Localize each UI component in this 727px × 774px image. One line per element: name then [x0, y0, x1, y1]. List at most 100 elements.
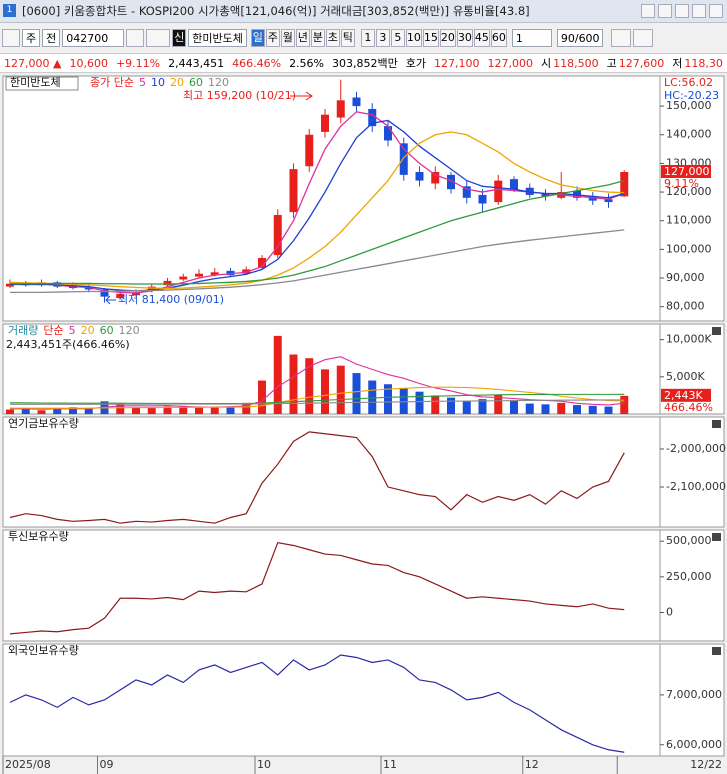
range-select[interactable]: 전 — [42, 29, 61, 47]
toolbar-button[interactable]: 5 — [390, 29, 405, 47]
line — [9, 386, 625, 409]
volume-bar — [84, 408, 93, 414]
candle-body — [305, 134, 314, 167]
y-tick-label: 0 — [666, 605, 673, 618]
unit-select[interactable]: 1 — [511, 29, 552, 47]
toolbar-button[interactable]: 틱 — [340, 29, 355, 47]
candle-body — [510, 179, 518, 190]
bid: 127,000 — [487, 56, 534, 70]
toolbar-button[interactable]: 45 — [473, 29, 490, 47]
tool-button[interactable] — [632, 29, 653, 47]
market-select[interactable]: 주 — [22, 29, 41, 47]
toolbar-button[interactable]: 주 — [265, 29, 280, 47]
window-button[interactable] — [641, 4, 655, 18]
y-tick-label: 10,000K — [666, 333, 712, 346]
y-tick-label: 80,000 — [666, 300, 705, 313]
y-tick-label: 120,000 — [666, 185, 712, 198]
stock-name: 한미반도체 — [188, 29, 247, 47]
volume-bar — [415, 391, 424, 414]
line — [10, 393, 625, 405]
candle-body — [447, 174, 455, 190]
toolbar-button[interactable]: 20 — [439, 29, 456, 47]
rate: +9.11% — [115, 56, 161, 70]
toolbar-button[interactable]: 1 — [360, 29, 375, 47]
tool-button[interactable] — [610, 29, 631, 47]
x-tick-label: 10 — [257, 758, 271, 771]
count-input[interactable]: 90/600 — [556, 29, 603, 47]
toolbar-button[interactable]: 초 — [325, 29, 340, 47]
change-label: 9.11% — [664, 177, 699, 190]
window-button[interactable] — [709, 4, 723, 18]
volume-bar — [21, 408, 30, 414]
volume-bar — [462, 400, 471, 414]
candle-body — [147, 286, 156, 291]
x-tick-label: 12 — [525, 758, 539, 771]
volume-bar — [447, 397, 455, 414]
window-button[interactable] — [675, 4, 689, 18]
close-button — [712, 647, 721, 655]
legend-entry: 120 — [208, 76, 229, 89]
volume-bar — [258, 380, 266, 414]
toolbar-button[interactable]: 60 — [490, 29, 507, 47]
toolbar-button[interactable]: 3 — [375, 29, 390, 47]
line — [9, 119, 625, 292]
volume: 2,443,451 — [168, 56, 225, 70]
candle-body — [6, 283, 14, 287]
title-box — [5, 76, 79, 91]
candle-body — [462, 186, 471, 198]
quote-bar: 127,000 ▲ 10,600 +9.11% 2,443,451 466.46… — [0, 53, 727, 73]
legend-entry: 60 — [100, 324, 114, 337]
volume-bar — [179, 405, 188, 414]
volume-bar — [273, 335, 282, 414]
sound-button[interactable] — [146, 29, 171, 47]
toolbar-button[interactable]: 30 — [456, 29, 473, 47]
ask: 127,100 — [434, 56, 480, 70]
search-button[interactable] — [126, 29, 145, 47]
chart-title: 외국인보유수량 — [8, 644, 79, 657]
high: 127,600 — [618, 56, 665, 70]
axis-panel — [659, 643, 725, 757]
line — [10, 229, 625, 293]
x-tick-label: 2025/08 — [5, 758, 51, 771]
close-button — [712, 420, 721, 428]
window-button[interactable] — [692, 4, 706, 18]
close-button — [712, 327, 721, 335]
candle-body — [415, 171, 424, 181]
price: 127,000 ▲ — [4, 56, 62, 70]
volume-bar — [525, 403, 534, 414]
code-input[interactable]: 042700 — [62, 29, 125, 47]
menu-icon[interactable] — [2, 29, 20, 47]
toolbar-button[interactable]: 월 — [280, 29, 295, 47]
candle-body — [368, 108, 377, 127]
candle-body — [116, 293, 125, 299]
candle-body — [620, 171, 629, 197]
volume-bar — [226, 407, 235, 414]
legend-entry: 5 — [139, 76, 146, 89]
volume-bar — [431, 395, 440, 414]
window-buttons[interactable] — [641, 4, 723, 18]
toolbar-button[interactable]: 15 — [422, 29, 439, 47]
panel — [2, 416, 661, 528]
low: 118,30 — [684, 56, 723, 70]
volume-bar — [210, 406, 219, 414]
annotation: 최저 81,400 (09/01) — [118, 293, 224, 306]
y-tick-label: 90,000 — [666, 271, 705, 284]
legend-entry: 20 — [81, 324, 95, 337]
toolbar-button[interactable]: 년 — [295, 29, 310, 47]
legend-entry: 20 — [170, 76, 184, 89]
toolbar-button[interactable]: 10 — [405, 29, 422, 47]
window-button[interactable] — [658, 4, 672, 18]
toolbar-button[interactable]: 일 — [250, 29, 265, 47]
volume-bar — [604, 406, 613, 414]
last-value: 127,000 — [664, 165, 710, 178]
legend-entry: 120 — [119, 324, 140, 337]
line — [9, 654, 625, 753]
legend-entry: 5 — [69, 324, 76, 337]
candle-body — [478, 194, 487, 204]
low-label: 저 — [672, 57, 683, 70]
candle-body — [195, 273, 203, 277]
volume-bar — [242, 402, 251, 414]
toolbar-button[interactable]: 분 — [310, 29, 325, 47]
